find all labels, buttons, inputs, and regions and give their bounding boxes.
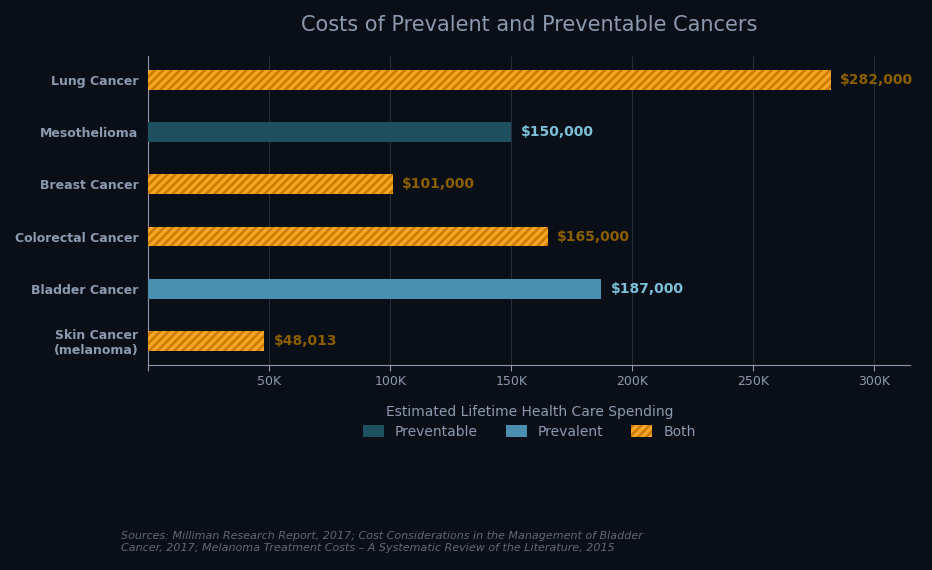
- Bar: [148, 174, 392, 194]
- Text: Sources: Milliman Research Report, 2017; Cost Considerations in the Management o: Sources: Milliman Research Report, 2017;…: [121, 531, 643, 553]
- Bar: [148, 70, 830, 90]
- Text: $48,013: $48,013: [274, 334, 337, 348]
- Text: $282,000: $282,000: [841, 73, 913, 87]
- Bar: [148, 122, 512, 142]
- Text: $165,000: $165,000: [557, 230, 630, 243]
- Text: $187,000: $187,000: [610, 282, 683, 296]
- Bar: [148, 227, 547, 246]
- Title: Costs of Prevalent and Preventable Cancers: Costs of Prevalent and Preventable Cance…: [301, 15, 758, 35]
- X-axis label: Estimated Lifetime Health Care Spending: Estimated Lifetime Health Care Spending: [386, 405, 673, 419]
- Bar: [148, 331, 265, 351]
- Text: $101,000: $101,000: [403, 177, 475, 192]
- Text: $150,000: $150,000: [521, 125, 594, 139]
- Bar: [148, 279, 601, 299]
- Legend: Preventable, Prevalent, Both: Preventable, Prevalent, Both: [358, 420, 701, 445]
